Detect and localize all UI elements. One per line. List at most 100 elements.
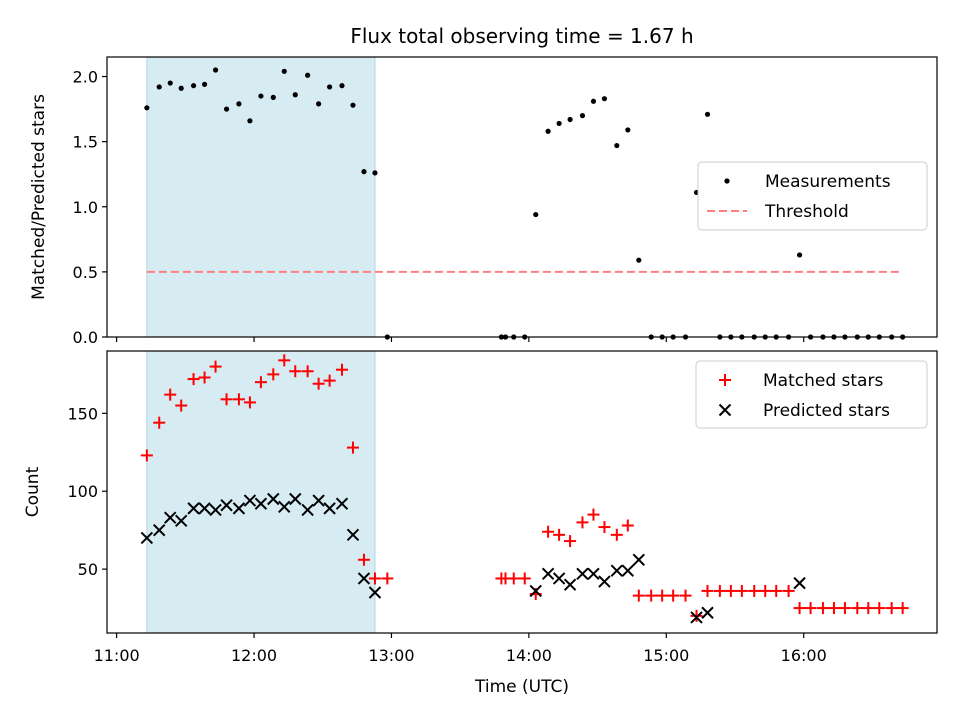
data-point-stroke (232, 502, 246, 515)
x-tick-label: 13:00 (368, 646, 414, 665)
data-point (323, 502, 336, 515)
y-tick-label: 1.5 (73, 133, 98, 152)
data-point (381, 572, 394, 585)
data-point (579, 113, 586, 119)
data-point-stroke (346, 528, 360, 542)
y-tick-label: 150 (67, 404, 98, 423)
data-point (212, 67, 219, 73)
ratio-legend: Measurements Threshold (697, 161, 928, 231)
y-tick-label: 1.0 (73, 198, 98, 217)
data-point (258, 93, 264, 99)
x-tick-label: 12:00 (231, 646, 277, 665)
data-point (724, 584, 737, 597)
data-point (701, 584, 714, 597)
data-point (368, 572, 381, 585)
legend-label: Matched stars (763, 371, 883, 391)
data-point (198, 371, 211, 384)
data-point (587, 508, 600, 521)
data-point-stroke (610, 564, 624, 577)
data-point (563, 578, 577, 591)
data-point (656, 589, 669, 602)
legend-box (695, 360, 928, 429)
x-tick-label: 14:00 (506, 646, 552, 665)
legend-label: Predicted stars (763, 401, 890, 421)
data-point-stroke (368, 586, 382, 599)
data-point (621, 564, 635, 577)
data-point (590, 98, 597, 104)
observing-interval-shade (146, 56, 376, 338)
data-point (361, 169, 367, 175)
series-matched-stars (140, 354, 909, 622)
data-point (278, 354, 291, 367)
data-point-stroke (793, 576, 806, 590)
data-point (243, 396, 256, 409)
data-point-stroke (220, 499, 233, 512)
data-point (357, 572, 371, 585)
series-predicted-stars (140, 492, 806, 624)
data-point (567, 116, 573, 123)
data-point-stroke (289, 492, 302, 506)
legend-marker-stroke (718, 403, 732, 417)
data-point-stroke (587, 567, 600, 581)
data-point (372, 170, 378, 176)
data-point (552, 572, 566, 585)
data-point (782, 584, 795, 597)
data-point-stroke (209, 503, 222, 517)
data-point (198, 502, 211, 515)
data-point (270, 94, 276, 100)
count-y-axis-label: Count (23, 466, 43, 517)
data-point-stroke (198, 502, 211, 515)
data-point-stroke (301, 503, 314, 517)
data-point (201, 81, 208, 87)
data-point (759, 584, 772, 597)
data-point (190, 83, 197, 89)
data-point (164, 388, 177, 401)
data-point (873, 602, 886, 615)
data-point (153, 523, 166, 537)
data-point (796, 252, 803, 258)
data-point-stroke (187, 502, 200, 515)
data-point (598, 521, 611, 534)
data-point-stroke (323, 502, 336, 515)
data-point-stroke (552, 572, 566, 585)
data-point (851, 602, 864, 615)
data-point (223, 106, 230, 112)
panel-count: 50 100 150 11:00 12:00 13:00 14:00 15:00 16:00 Co… (23, 350, 938, 665)
data-point (174, 514, 188, 528)
data-point (254, 497, 268, 510)
data-point (281, 68, 287, 74)
data-point (209, 360, 222, 373)
data-point (144, 105, 150, 111)
data-point (533, 211, 539, 218)
x-tick-label: 11:00 (94, 646, 140, 665)
ratio-y-axis-label: Matched/Predicted stars (29, 94, 49, 300)
data-point (576, 516, 589, 529)
data-point (232, 502, 246, 515)
data-point (323, 374, 336, 387)
y-tick-label: 0.0 (73, 328, 98, 347)
data-point (804, 602, 817, 615)
data-point (312, 377, 325, 390)
data-point (232, 393, 245, 406)
data-point (770, 584, 783, 597)
x-axis-label: Time (UTC) (474, 677, 569, 697)
y-tick-label: 0.5 (73, 263, 98, 282)
x-tick-label: 16:00 (781, 646, 827, 665)
data-point (529, 584, 542, 598)
data-point-stroke (174, 514, 188, 528)
data-point (167, 80, 173, 86)
data-point-stroke (632, 553, 646, 566)
data-point (289, 365, 302, 378)
data-point (164, 511, 177, 524)
data-point-stroke (243, 494, 257, 507)
data-point (827, 602, 840, 615)
data-point (278, 500, 291, 514)
data-point (335, 497, 349, 510)
data-point (518, 572, 531, 585)
data-point (153, 416, 166, 429)
data-point (220, 393, 233, 406)
data-point (690, 611, 703, 624)
data-point (793, 602, 806, 615)
data-point (507, 572, 520, 585)
